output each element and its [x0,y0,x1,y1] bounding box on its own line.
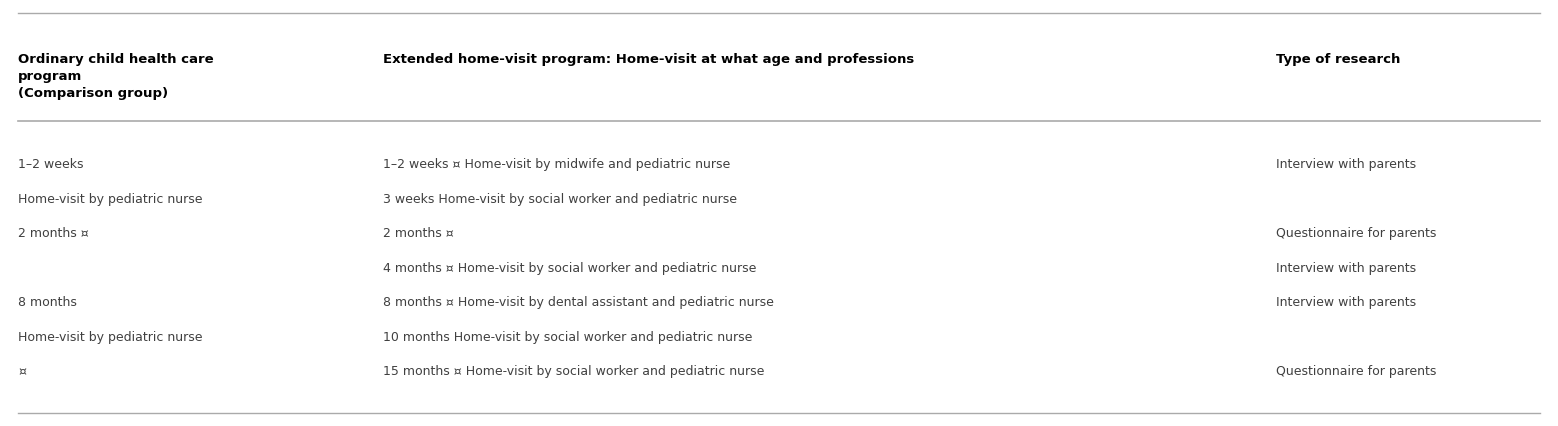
Text: Interview with parents: Interview with parents [1276,262,1416,275]
Text: Home-visit by pediatric nurse: Home-visit by pediatric nurse [19,193,203,206]
Text: 8 months ¤ Home-visit by dental assistant and pediatric nurse: 8 months ¤ Home-visit by dental assistan… [383,296,774,309]
Text: Questionnaire for parents: Questionnaire for parents [1276,365,1436,378]
Text: Interview with parents: Interview with parents [1276,158,1416,171]
Text: 8 months: 8 months [19,296,78,309]
Text: 3 weeks Home-visit by social worker and pediatric nurse: 3 weeks Home-visit by social worker and … [383,193,737,206]
Text: 10 months Home-visit by social worker and pediatric nurse: 10 months Home-visit by social worker an… [383,331,753,344]
Text: ¤: ¤ [19,365,26,378]
Text: Home-visit by pediatric nurse: Home-visit by pediatric nurse [19,331,203,344]
Text: 1–2 weeks ¤ Home-visit by midwife and pediatric nurse: 1–2 weeks ¤ Home-visit by midwife and pe… [383,158,731,171]
Text: 1–2 weeks: 1–2 weeks [19,158,84,171]
Text: 4 months ¤ Home-visit by social worker and pediatric nurse: 4 months ¤ Home-visit by social worker a… [383,262,757,275]
Text: 2 months ¤: 2 months ¤ [19,227,89,240]
Text: Ordinary child health care
program
(Comparison group): Ordinary child health care program (Comp… [19,53,213,100]
Text: 2 months ¤: 2 months ¤ [383,227,453,240]
Text: Questionnaire for parents: Questionnaire for parents [1276,227,1436,240]
Text: Type of research: Type of research [1276,53,1401,66]
Text: Interview with parents: Interview with parents [1276,296,1416,309]
Text: 15 months ¤ Home-visit by social worker and pediatric nurse: 15 months ¤ Home-visit by social worker … [383,365,765,378]
Text: Extended home-visit program: Home-visit at what age and professions: Extended home-visit program: Home-visit … [383,53,915,66]
